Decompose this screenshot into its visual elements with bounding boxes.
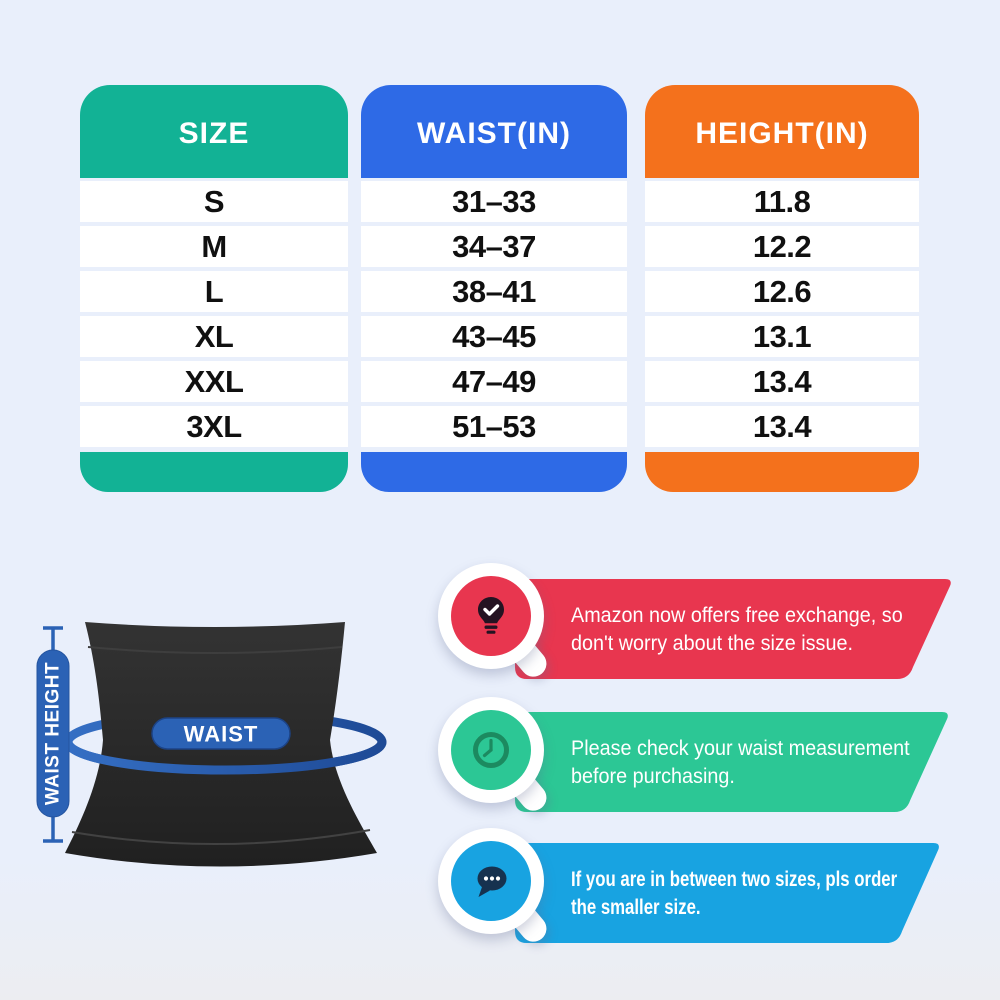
callout-text: If you are in between two sizes, pls ord… bbox=[571, 843, 897, 943]
trainer-bottom-seam bbox=[71, 829, 371, 845]
callout-banner: Amazon now offers free exchange, so don'… bbox=[515, 579, 955, 679]
waist-trainer-figure: WAIST WAIST HEIGHT bbox=[20, 585, 440, 895]
callout-check-measurement: Please check your waist measurement befo… bbox=[438, 697, 978, 832]
height-cell: 13.4 bbox=[645, 406, 919, 447]
waist-trainer-illustration: WAIST WAIST HEIGHT bbox=[36, 622, 387, 867]
height-cell: 12.6 bbox=[645, 271, 919, 312]
callout-free-exchange: Amazon now offers free exchange, so don'… bbox=[438, 563, 978, 698]
chat-dots-icon bbox=[451, 841, 531, 921]
waist-cell: 43–45 bbox=[361, 316, 627, 357]
callout-badge bbox=[438, 828, 552, 947]
column-footer-size bbox=[80, 452, 348, 492]
callout-badge bbox=[438, 563, 552, 682]
lightbulb-check-icon bbox=[451, 576, 531, 656]
size-cell: S bbox=[80, 181, 348, 222]
column-footer-waist bbox=[361, 452, 627, 492]
callout-text-line: If you are in between two sizes, pls ord… bbox=[571, 866, 898, 891]
height-column: HEIGHT(IN) 11.8 12.2 12.6 13.1 13.4 13.4 bbox=[645, 85, 919, 492]
waist-tag-pill bbox=[151, 717, 291, 750]
height-cell: 13.1 bbox=[645, 316, 919, 357]
column-footer-height bbox=[645, 452, 919, 492]
waist-cell: 34–37 bbox=[361, 226, 627, 267]
height-cell: 11.8 bbox=[645, 181, 919, 222]
column-header-waist: WAIST(IN) bbox=[361, 85, 627, 178]
waist-cell: 51–53 bbox=[361, 406, 627, 447]
size-table: SIZE S M L XL XXL 3XL WAIST(IN) 31–33 34… bbox=[80, 85, 919, 492]
size-column: SIZE S M L XL XXL 3XL bbox=[80, 85, 348, 492]
waist-height-label: WAIST HEIGHT bbox=[43, 662, 64, 805]
waist-cell: 31–33 bbox=[361, 181, 627, 222]
waist-cell: 47–49 bbox=[361, 361, 627, 402]
trainer-top-seam bbox=[87, 646, 343, 654]
banner-ribbon-shape bbox=[515, 712, 948, 812]
callout-text-line: Please check your waist measurement bbox=[571, 735, 910, 760]
height-cell: 12.2 bbox=[645, 226, 919, 267]
waist-tag-label: WAIST bbox=[184, 722, 259, 747]
callout-badge bbox=[438, 697, 552, 816]
callout-text-line: the smaller size. bbox=[571, 895, 701, 919]
size-cell: XXL bbox=[80, 361, 348, 402]
size-cell: XL bbox=[80, 316, 348, 357]
callout-text: Please check your waist measurement befo… bbox=[571, 712, 910, 812]
callout-banner: If you are in between two sizes, pls ord… bbox=[515, 843, 943, 943]
column-header-size: SIZE bbox=[80, 85, 348, 178]
callout-text-line: don't worry about the size issue. bbox=[571, 631, 853, 655]
waist-height-pill bbox=[36, 649, 70, 818]
callout-text-line: before purchasing. bbox=[571, 764, 735, 788]
callout-text: Amazon now offers free exchange, so don'… bbox=[571, 579, 903, 679]
banner-ribbon-shape bbox=[515, 579, 951, 679]
callout-text-line: Amazon now offers free exchange, so bbox=[571, 602, 903, 627]
waist-height-marker bbox=[36, 626, 70, 843]
banner-ribbon-shape bbox=[515, 843, 939, 943]
callout-between-sizes: If you are in between two sizes, pls ord… bbox=[438, 828, 978, 963]
size-cell: L bbox=[80, 271, 348, 312]
size-cell: 3XL bbox=[80, 406, 348, 447]
measuring-tape-front-arc bbox=[63, 737, 387, 775]
waist-column: WAIST(IN) 31–33 34–37 38–41 43–45 47–49 … bbox=[361, 85, 627, 492]
waist-cell: 38–41 bbox=[361, 271, 627, 312]
size-cell: M bbox=[80, 226, 348, 267]
height-cell: 13.4 bbox=[645, 361, 919, 402]
clock-icon bbox=[451, 710, 531, 790]
callout-banner: Please check your waist measurement befo… bbox=[515, 712, 952, 812]
column-header-height: HEIGHT(IN) bbox=[645, 85, 919, 178]
